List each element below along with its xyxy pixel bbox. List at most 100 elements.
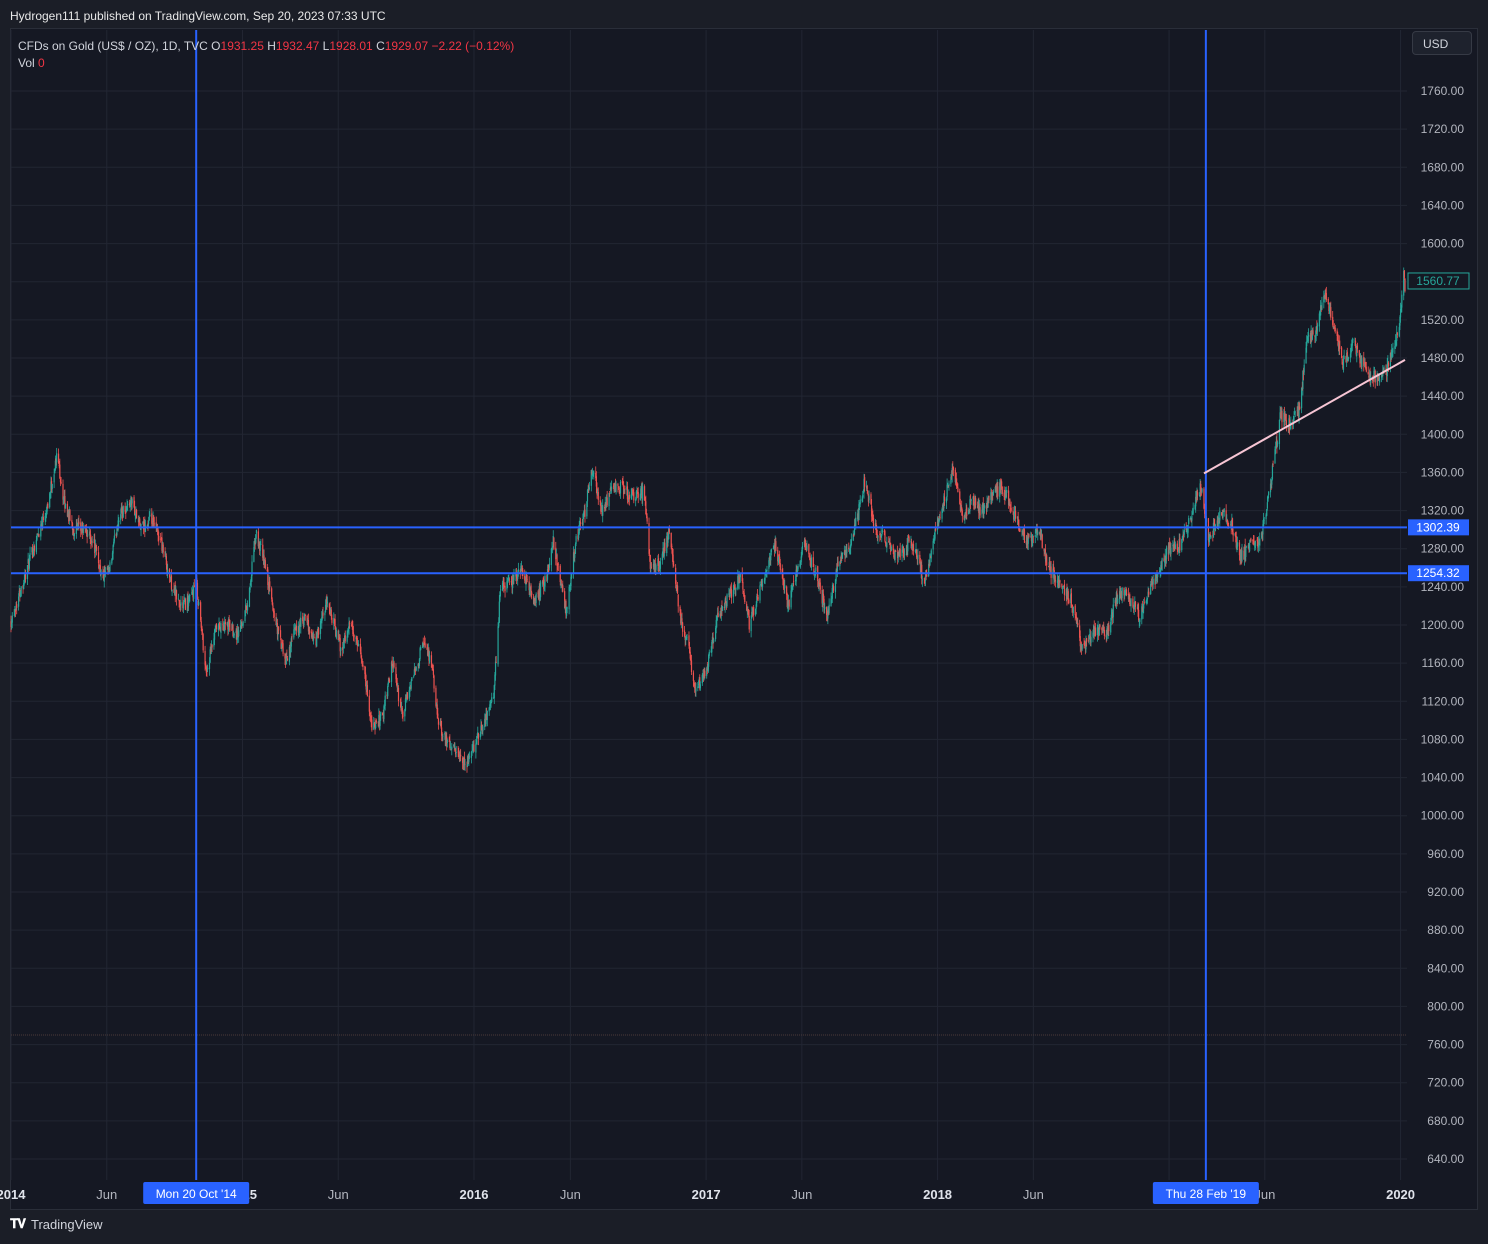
candle-body: [328, 603, 330, 608]
candle-body: [770, 552, 772, 561]
currency-button[interactable]: USD: [1412, 31, 1472, 55]
candle-body: [324, 604, 327, 613]
candle-body: [295, 625, 297, 631]
candle-body: [950, 476, 952, 484]
candle-body: [397, 687, 399, 689]
candle-body: [459, 754, 461, 757]
candle-body: [187, 599, 190, 607]
candle-body: [198, 602, 200, 605]
candle-body: [673, 565, 675, 567]
candle-body: [617, 483, 619, 486]
candle-body: [1001, 486, 1003, 495]
candle-body: [841, 554, 843, 559]
candle-body: [791, 585, 793, 590]
candle-body: [642, 486, 644, 501]
candle-body: [601, 506, 603, 516]
publisher-header: Hydrogen111 published on TradingView.com…: [10, 9, 386, 23]
candle-body: [1346, 352, 1348, 362]
candle-body: [343, 635, 346, 643]
candle-body: [677, 594, 679, 607]
candle-body: [122, 506, 124, 518]
candle-body: [850, 544, 852, 548]
candle-body: [1146, 598, 1148, 601]
time-tick-label: 2020: [1386, 1187, 1415, 1202]
candle-body: [1098, 625, 1100, 636]
candle-body: [1266, 509, 1268, 516]
candle-body: [144, 525, 147, 533]
candle-body: [94, 544, 96, 552]
candle-body: [174, 585, 176, 595]
candle-body: [778, 555, 780, 556]
candle-body: [1241, 550, 1243, 561]
candle-body: [768, 560, 770, 569]
candle-body: [612, 486, 615, 487]
candle-body: [374, 724, 376, 729]
candle-body: [735, 587, 737, 590]
candle-body: [406, 692, 408, 699]
candle-body: [618, 487, 620, 490]
candle-body: [821, 589, 823, 604]
candle-body: [689, 651, 691, 659]
price-tick-label: 1000.00: [1421, 809, 1465, 823]
candle-body: [590, 470, 592, 486]
candle-body: [293, 629, 295, 638]
candle-body: [588, 487, 591, 490]
candle-body: [764, 573, 766, 581]
candle-body: [972, 496, 974, 500]
candle-body: [511, 581, 513, 588]
candle-body: [746, 603, 748, 611]
candle-body: [54, 460, 56, 470]
candle-body: [761, 580, 763, 587]
candle-body: [942, 503, 944, 509]
candle-body: [224, 622, 226, 624]
candle-body: [1190, 517, 1192, 520]
candle-body: [1072, 606, 1074, 613]
candle-body: [1272, 463, 1274, 465]
candle-body: [699, 677, 701, 689]
candle-body: [857, 512, 859, 519]
candle-body: [855, 517, 857, 526]
candle-body: [910, 541, 913, 546]
candle-body: [113, 541, 115, 545]
candle-body: [390, 662, 393, 682]
candle-body: [405, 697, 407, 699]
candle-body: [348, 622, 350, 629]
candle-body: [204, 650, 206, 666]
footer-branding[interactable]: 𝐓𝐕 TradingView: [10, 1216, 103, 1232]
candle-body: [281, 643, 283, 648]
candle-body: [1116, 593, 1118, 603]
candle-body: [1071, 605, 1073, 607]
symbol-description[interactable]: CFDs on Gold (US$ / OZ), 1D, TVC: [18, 39, 208, 53]
candle-body: [1346, 351, 1348, 359]
chart-frame[interactable]: [10, 28, 1478, 1210]
candle-body: [316, 632, 318, 647]
candle-body: [872, 517, 875, 527]
candle-body: [1223, 508, 1225, 513]
candle-body: [1311, 331, 1314, 340]
candle-body: [683, 630, 686, 637]
candle-body: [304, 614, 306, 616]
candle-body: [904, 554, 906, 556]
candle-body: [1351, 340, 1353, 346]
candle-body: [1235, 532, 1237, 538]
candle-body: [58, 465, 60, 467]
candle-body: [599, 500, 601, 502]
candle-body: [266, 569, 268, 572]
candle-body: [1383, 367, 1385, 371]
candle-body: [457, 751, 459, 753]
candle-body: [76, 525, 79, 526]
candle-body: [461, 758, 464, 763]
candle-body: [532, 596, 535, 605]
candle-body: [460, 754, 462, 757]
candle-body: [675, 567, 677, 584]
candle-body: [508, 579, 511, 581]
candle-body: [1168, 542, 1170, 554]
candle-body: [186, 597, 188, 611]
candle-body: [1401, 294, 1403, 308]
candle-body: [668, 527, 670, 540]
candle-body: [1245, 548, 1247, 557]
candle-body: [370, 716, 372, 722]
candle-body: [959, 503, 962, 511]
candle-body: [806, 545, 808, 550]
